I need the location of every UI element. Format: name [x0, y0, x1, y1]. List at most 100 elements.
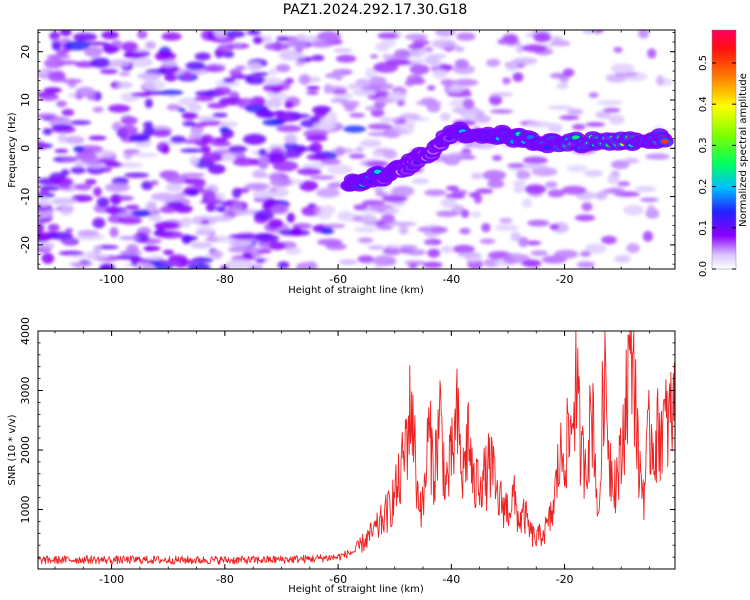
noise-blob	[70, 166, 86, 174]
noise-blob	[142, 79, 166, 91]
noise-blob	[422, 261, 443, 269]
noise-blob	[381, 194, 408, 203]
noise-blob	[173, 192, 186, 200]
noise-blob	[359, 139, 382, 148]
noise-blob	[285, 39, 309, 48]
noise-blob	[448, 85, 465, 93]
noise-blob	[265, 152, 285, 159]
noise-blob	[452, 244, 475, 254]
noise-blob	[116, 81, 133, 89]
noise-blob	[405, 249, 427, 256]
noise-blob	[482, 170, 507, 181]
noise-blob	[88, 135, 107, 141]
noise-blob	[43, 57, 65, 69]
noise-blob	[149, 180, 159, 186]
colorbar-tick-label: 0.4	[698, 96, 709, 112]
noise-blob	[115, 254, 141, 260]
noise-blob	[43, 87, 62, 94]
noise-blob	[73, 145, 85, 153]
noise-blob	[213, 137, 228, 144]
noise-blob	[64, 40, 90, 51]
noise-blob	[486, 58, 501, 67]
noise-blob	[394, 49, 410, 59]
y-tick-label: 2000	[19, 436, 32, 464]
noise-blob	[518, 236, 529, 248]
noise-blob	[92, 106, 104, 113]
noise-blob	[38, 242, 55, 249]
noise-blob	[513, 185, 525, 194]
noise-blob	[207, 195, 217, 203]
noise-blob	[158, 89, 184, 96]
noise-blob	[103, 44, 117, 54]
noise-blob	[131, 209, 151, 217]
noise-blob	[135, 136, 148, 141]
noise-blob	[562, 68, 575, 77]
noise-blob	[144, 98, 153, 109]
noise-blob	[349, 112, 366, 118]
noise-blob	[164, 73, 178, 82]
noise-blob	[266, 97, 283, 109]
y-tick-label: 10	[19, 93, 32, 107]
noise-blob	[331, 89, 348, 95]
noise-blob	[446, 185, 459, 191]
noise-blob	[194, 52, 211, 61]
noise-blob	[462, 98, 475, 110]
noise-blob	[72, 32, 98, 42]
colorbar-ticks: 0.0 0.1 0.2 0.3 0.4 0.5	[698, 55, 736, 277]
noise-blob	[132, 152, 159, 158]
noise-blob	[92, 217, 106, 229]
noise-blob	[195, 116, 218, 121]
chart-title: PAZ1.2024.292.17.30.G18	[283, 2, 468, 18]
noise-blob	[38, 142, 49, 150]
noise-blob	[65, 228, 74, 233]
noise-blob	[567, 108, 584, 115]
x-tick-label: -20	[556, 573, 574, 586]
colorbar: 0.0 0.1 0.2 0.3 0.4 0.5 Normalized spectral a…	[698, 29, 749, 277]
noise-blob	[306, 134, 328, 142]
noise-blob	[525, 240, 542, 246]
noise-blob	[470, 211, 482, 218]
noise-blob	[161, 32, 182, 41]
noise-blob	[489, 109, 514, 114]
noise-blob	[137, 72, 162, 81]
noise-blob	[99, 263, 116, 269]
noise-blob	[233, 42, 242, 47]
noise-blob	[507, 163, 526, 169]
noise-blob	[61, 108, 75, 117]
snr-x-ticks: -100 -80 -60 -40 -20	[54, 331, 650, 586]
noise-blob	[39, 185, 61, 191]
noise-blob	[124, 172, 149, 178]
noise-blob	[396, 98, 405, 107]
noise-blob	[522, 259, 541, 267]
x-tick-label: -100	[99, 273, 124, 286]
noise-blob	[440, 197, 457, 208]
noise-blob	[581, 202, 593, 212]
noise-blob	[252, 169, 266, 177]
noise-blob	[203, 64, 226, 73]
noise-blob	[398, 225, 409, 235]
noise-blob	[255, 258, 266, 263]
noise-blob	[269, 187, 278, 193]
noise-blob	[244, 74, 254, 81]
noise-blob	[108, 104, 131, 113]
noise-blob	[263, 77, 284, 86]
noise-blob	[505, 253, 524, 258]
noise-blob	[353, 204, 369, 211]
noise-blob	[187, 189, 199, 196]
noise-blob	[454, 59, 469, 69]
noise-blob	[347, 83, 363, 90]
noise-blob	[320, 158, 341, 165]
noise-blob	[460, 209, 470, 218]
noise-blob	[123, 149, 141, 155]
noise-blob	[364, 67, 378, 79]
noise-blob	[333, 48, 353, 53]
x-tick-label: -100	[99, 573, 124, 586]
noise-blob	[341, 100, 360, 108]
noise-blob	[51, 41, 62, 51]
noise-blob	[284, 101, 294, 109]
noise-blob	[69, 120, 92, 125]
noise-blob	[71, 194, 93, 203]
noise-blob	[211, 215, 233, 222]
colorbar-tick-label: 0.2	[698, 179, 709, 195]
